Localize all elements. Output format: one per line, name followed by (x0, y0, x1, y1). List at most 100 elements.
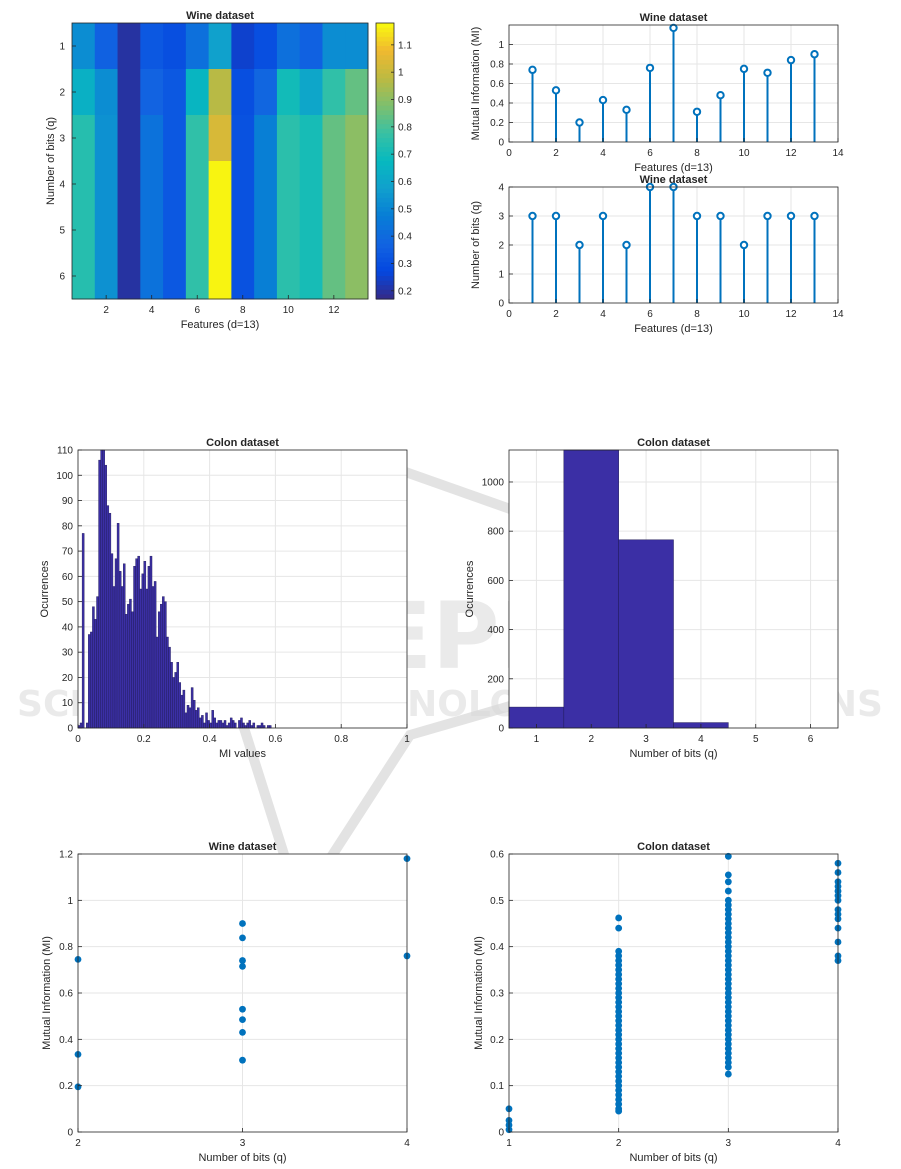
colorbar-band (376, 55, 394, 61)
heatmap-cell (254, 161, 278, 208)
histogram-bar (139, 588, 142, 729)
colorbar-band (376, 225, 394, 231)
histogram-bar (149, 555, 153, 729)
heatmap-cell (185, 253, 210, 300)
stem-marker (786, 55, 796, 65)
stem-marker (598, 211, 608, 221)
heatmap-cell (276, 69, 301, 116)
histogram-bar (114, 558, 118, 729)
scatter-point (239, 920, 246, 927)
y-tick-label: 400 (487, 625, 504, 636)
histogram-bar (182, 689, 186, 729)
y-tick-label: 1 (67, 896, 73, 907)
heatmap-cell (185, 161, 210, 208)
colorbar-band (376, 133, 394, 139)
histogram-bar (211, 710, 214, 729)
x-tick-label: 2 (588, 734, 594, 745)
y-tick-label: 80 (62, 521, 74, 532)
scatter-point (239, 962, 246, 970)
colorbar-band (376, 234, 394, 240)
y-axis-label: Mutual Information (MI) (41, 936, 53, 1050)
x-tick-label: 0.6 (268, 734, 282, 745)
x-tick-label: 8 (694, 148, 700, 159)
y-tick-label: 1 (59, 42, 65, 53)
histogram-bar (133, 566, 136, 729)
histogram-bar (81, 533, 85, 729)
stem-marker (739, 64, 749, 74)
histogram-bar (155, 636, 159, 729)
x-tick-label: 3 (726, 1138, 732, 1149)
heatmap-cell (276, 161, 301, 208)
heatmap-cell (163, 69, 187, 116)
heatmap-cell (185, 115, 210, 162)
stem-marker (716, 211, 725, 221)
histogram-bar (143, 561, 147, 729)
histogram-bar (110, 553, 114, 729)
colorbar-band (376, 41, 394, 47)
scatter-point (724, 1063, 732, 1071)
heatmap-cell (94, 207, 119, 254)
histogram-bar (168, 646, 171, 729)
histogram-bar (129, 598, 132, 729)
x-tick-label: 4 (404, 1138, 410, 1149)
y-tick-label: 0.8 (59, 942, 73, 953)
histogram-bar (98, 459, 101, 729)
colorbar-band (376, 96, 394, 102)
x-tick-label: 0.4 (203, 734, 217, 745)
colorbar-tick-label: 1 (398, 68, 404, 79)
y-tick-label: 0.4 (59, 1035, 73, 1046)
y-tick-label: 0.2 (59, 1081, 73, 1092)
stem-marker (810, 211, 819, 221)
stem-marker (692, 107, 702, 116)
y-tick-label: 6 (59, 272, 65, 283)
x-tick-label: 2 (553, 309, 559, 320)
y-axis-label: Number of bits (q) (470, 201, 482, 289)
heatmap-cell (276, 115, 301, 162)
x-tick-label: 6 (647, 148, 653, 159)
colorbar-band (376, 170, 394, 176)
colorbar-band (376, 253, 394, 259)
colorbar-band (376, 142, 394, 148)
colorbar-frame (375, 22, 395, 300)
colorbar-band (376, 266, 394, 272)
stem-marker (551, 211, 561, 221)
colorbar-band (376, 87, 394, 93)
heatmap-cell (231, 253, 255, 300)
histogram-bar (232, 720, 235, 729)
heatmap-cell (72, 253, 96, 300)
heatmap-cell (322, 115, 346, 162)
colorbar-band (376, 124, 394, 130)
heatmap-cell (254, 23, 278, 70)
y-tick-label: 50 (62, 597, 74, 608)
y-axis-label: Ocurrences (39, 560, 51, 617)
heatmap-cell (185, 23, 210, 70)
heatmap-cell (140, 69, 164, 116)
colorbar-band (376, 271, 394, 277)
heatmap-cell (254, 115, 278, 162)
colorbar-band (376, 280, 394, 286)
colorbar-tick-label: 0.5 (398, 204, 412, 215)
y-tick-label: 4 (59, 180, 65, 191)
colorbar-tick-label: 0.8 (398, 122, 412, 133)
histogram-bar (104, 464, 107, 729)
heatmap-cell (299, 115, 323, 162)
y-tick-label: 0.5 (490, 896, 504, 907)
histogram-bar (96, 596, 99, 729)
chart-title: Colon dataset (637, 841, 710, 853)
histogram-bar (137, 555, 140, 729)
histogram-bar (190, 687, 194, 729)
histogram-bar (141, 573, 144, 729)
histogram-bar (94, 619, 97, 729)
scatter-point (239, 934, 246, 942)
y-tick-label: 2 (59, 88, 65, 99)
histogram-bar (201, 715, 204, 729)
heatmap-cell (345, 161, 369, 208)
colorbar-band (376, 73, 394, 79)
histogram-bar (106, 505, 110, 729)
heatmap-cell (208, 161, 232, 208)
histogram-bar (227, 722, 231, 729)
x-tick-label: 8 (694, 309, 700, 320)
histogram-bar (120, 586, 124, 729)
x-tick-label: 2 (553, 148, 559, 159)
heatmap-cell (117, 115, 141, 162)
